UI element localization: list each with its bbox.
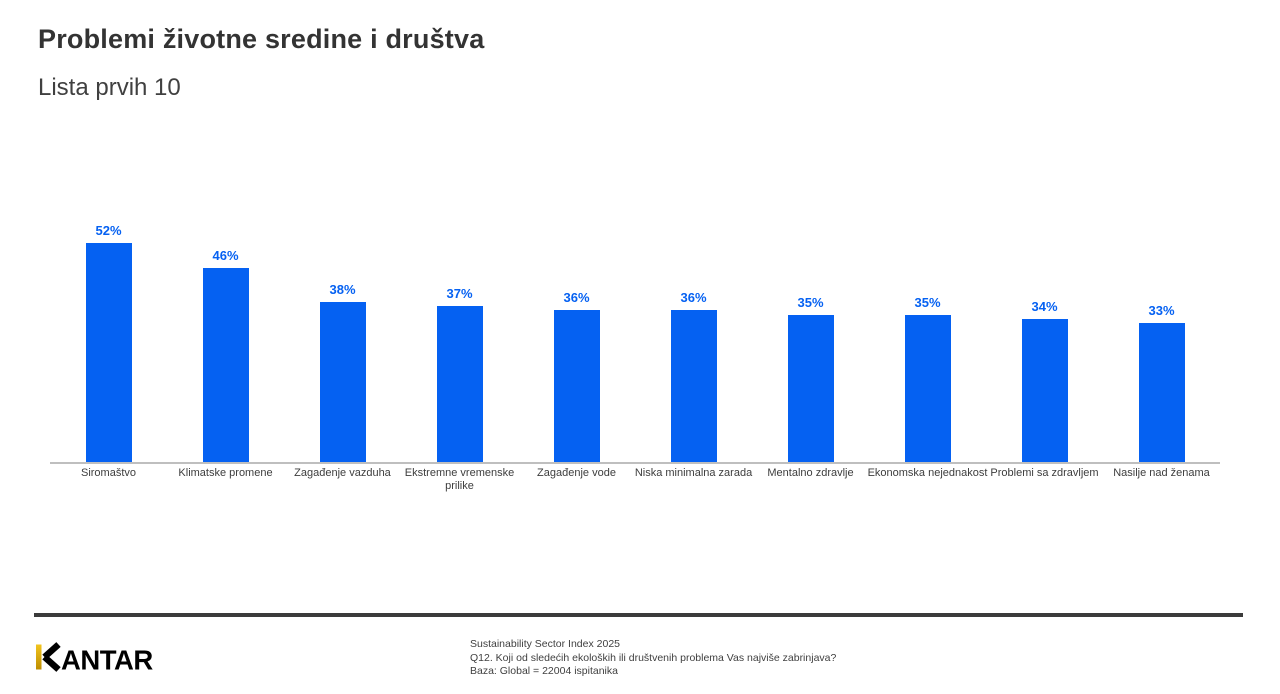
category-tick-label: Klimatske promene [178,467,273,479]
bar-column: 36% [635,290,752,462]
category-tick-label: Mentalno zdravlje [767,467,854,479]
category-tick: Nasilje nad ženama [1103,467,1220,493]
bar-value-label: 36% [563,290,590,305]
bar-value-label: 34% [1031,299,1058,314]
bar-value-label: 38% [329,282,356,297]
bar [436,306,483,462]
category-axis: Siromaštvo Klimatske promene Zagađenje vaz… [50,467,1220,493]
bar-column: 35% [869,295,986,462]
bar [670,310,717,462]
bar-value-label: 35% [797,295,824,310]
bar-column: 38% [284,282,401,462]
kantar-logo: ANTAR [36,642,160,677]
page-title: Problemi životne sredine i društva [38,24,485,54]
bar [787,315,834,462]
bar [553,310,600,462]
bar-column: 52% [50,223,167,462]
category-tick-label: Ekonomska nejednakost [867,467,988,479]
bar [1021,319,1068,462]
bar [85,243,132,462]
category-tick-label: Nasilje nad ženama [1113,467,1210,479]
category-tick: Ekstremne vremenske prilike [401,467,518,493]
category-tick: Klimatske promene [167,467,284,493]
bar-value-label: 36% [680,290,707,305]
bar-column: 33% [1103,303,1220,462]
bar-column: 36% [518,290,635,462]
bar-value-label: 33% [1148,303,1175,318]
category-tick-label: Problemi sa zdravljem [990,467,1099,479]
category-tick-label: Ekstremne vremenske prilike [404,467,515,492]
bar [1138,323,1185,462]
bar [904,315,951,462]
bar-value-label: 46% [212,248,239,263]
source-line-question: Q12. Koji od sledećih ekoloških ili druš… [470,651,837,664]
source-line-study: Sustainability Sector Index 2025 [470,638,621,650]
category-tick-label: Zagađenje vode [537,467,616,479]
bar [202,268,249,462]
kantar-logo-text: ANTAR [61,645,153,673]
bar-column: 35% [752,295,869,462]
bar-column: 34% [986,299,1103,462]
bar-column: 37% [401,286,518,462]
bar [319,302,366,462]
page-subtitle: Lista prvih 10 [38,74,181,101]
source-note: Sustainability Sector Index 2025 Q12. Ko… [470,638,836,679]
category-tick-label: Zagađenje vazduha [294,467,391,479]
source-line-base: Baza: Global = 22004 ispitanika [470,665,618,677]
category-tick: Problemi sa zdravljem [986,467,1103,493]
bar-value-label: 52% [95,223,122,238]
category-tick: Zagađenje vazduha [284,467,401,493]
bar-column: 46% [167,248,284,462]
category-tick: Zagađenje vode [518,467,635,493]
bar-chart: 52% 46% 38% 37% 36% 36% 35% 35% 34% 33% [50,220,1220,464]
kantar-logo-icon: ANTAR [36,642,154,676]
category-tick: Ekonomska nejednakost [867,467,988,493]
category-tick-label: Niska minimalna zarada [634,467,753,479]
footer-divider [34,613,1243,617]
category-tick-label: Siromaštvo [80,467,137,479]
category-tick: Siromaštvo [50,467,167,493]
category-tick: Mentalno zdravlje [752,467,869,493]
category-tick: Niska minimalna zarada [635,467,752,493]
bar-value-label: 37% [446,286,473,301]
bar-value-label: 35% [914,295,941,310]
